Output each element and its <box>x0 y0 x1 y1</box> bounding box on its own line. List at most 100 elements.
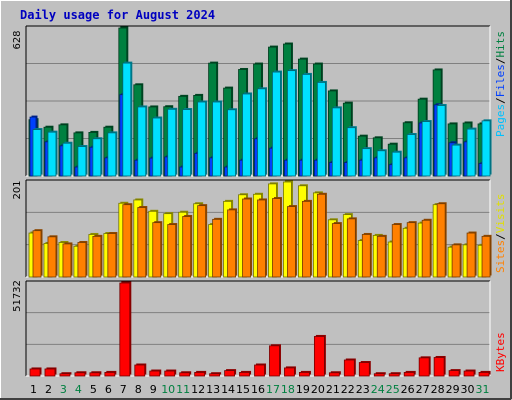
bar-sites-day-3 <box>62 243 72 278</box>
bar-files-day-29 <box>451 144 461 177</box>
bar-files-day-13 <box>212 101 222 177</box>
bar-files-day-28 <box>436 105 446 177</box>
bar-files-day-3 <box>62 142 72 177</box>
bar-files-day-31 <box>481 120 491 177</box>
bar-files-day-16 <box>257 88 266 177</box>
bar-files-day-21 <box>331 107 341 177</box>
day-label-4: 4 <box>75 383 82 396</box>
day-label-6: 6 <box>105 383 112 396</box>
bar-sites-day-19 <box>302 200 311 278</box>
day-label-23: 23 <box>356 383 370 396</box>
bar-sites-day-2 <box>47 236 57 278</box>
bar-files-day-22 <box>346 127 356 177</box>
bar-kbytes-day-10 <box>164 370 176 377</box>
bar-kbytes-day-6 <box>104 372 116 377</box>
bar-kbytes-day-16 <box>254 364 265 377</box>
bar-sites-day-21 <box>331 223 341 278</box>
bar-kbytes-day-21 <box>328 372 340 377</box>
bar-files-day-26 <box>406 134 416 177</box>
bar-kbytes-day-29 <box>448 370 460 377</box>
bar-sites-day-15 <box>242 198 251 278</box>
bar-files-day-11 <box>182 109 192 177</box>
legend-top-item: / <box>494 58 507 65</box>
legend-top-item: / <box>494 97 507 104</box>
bar-files-day-24 <box>376 150 386 177</box>
bar-sites-day-18 <box>287 206 296 278</box>
bar-sites-day-9 <box>152 222 162 278</box>
bar-kbytes-day-8 <box>134 364 146 377</box>
bar-kbytes-day-27 <box>418 357 430 377</box>
bar-kbytes-day-17 <box>269 345 280 377</box>
legend-top-item: Files <box>494 64 507 97</box>
day-label-15: 15 <box>236 383 250 396</box>
bar-kbytes-day-26 <box>403 372 415 377</box>
bar-sites-day-26 <box>406 222 416 278</box>
day-label-31: 31 <box>476 383 490 396</box>
bar-sites-day-12 <box>197 205 207 278</box>
bar-sites-day-24 <box>376 235 386 278</box>
bar-files-day-7 <box>122 62 132 177</box>
bar-sites-day-5 <box>92 235 102 278</box>
legend-middle-item: / <box>494 233 507 240</box>
day-label-21: 21 <box>326 383 340 396</box>
day-label-10: 10 <box>161 383 175 396</box>
bar-files-day-19 <box>302 74 311 177</box>
day-label-28: 28 <box>431 383 445 396</box>
bar-files-day-18 <box>287 70 296 177</box>
day-label-25: 25 <box>386 383 400 396</box>
bar-kbytes-day-24 <box>373 373 385 377</box>
bar-sites-day-17 <box>272 198 281 278</box>
bar-files-day-10 <box>167 108 177 177</box>
bar-files-day-25 <box>391 151 401 177</box>
legend-top-item: Pages <box>494 104 507 137</box>
day-label-24: 24 <box>371 383 385 396</box>
bar-sites-day-28 <box>436 203 446 278</box>
bar-files-day-9 <box>152 117 162 177</box>
svg-text:Sites/Visits: Sites/Visits <box>494 194 507 274</box>
bar-kbytes-day-12 <box>194 372 206 377</box>
day-label-12: 12 <box>191 383 205 396</box>
legend-top-item: Hits <box>494 31 507 58</box>
bar-sites-day-30 <box>466 232 476 278</box>
day-label-16: 16 <box>251 383 265 396</box>
bar-sites-day-29 <box>451 244 461 278</box>
day-label-30: 30 <box>461 383 475 396</box>
day-label-27: 27 <box>416 383 430 396</box>
bar-files-day-17 <box>272 71 281 177</box>
bar-files-day-5 <box>92 138 102 177</box>
bar-sites-day-14 <box>227 209 236 278</box>
bar-sites-day-11 <box>182 216 192 278</box>
bar-sites-day-13 <box>212 218 222 278</box>
day-label-7: 7 <box>120 383 127 396</box>
bar-sites-day-25 <box>391 224 401 278</box>
svg-text:Pages/Files/Hits: Pages/Files/Hits <box>494 31 507 137</box>
legend-middle-item: Sites <box>494 240 507 273</box>
bar-sites-day-6 <box>107 233 117 278</box>
day-label-19: 19 <box>296 383 310 396</box>
bar-kbytes-day-20 <box>313 336 325 377</box>
bar-kbytes-day-19 <box>299 372 310 377</box>
bar-files-day-12 <box>197 101 207 177</box>
panel-3 <box>26 281 490 376</box>
day-label-1: 1 <box>30 383 37 396</box>
day-label-5: 5 <box>90 383 97 396</box>
bar-sites-day-31 <box>481 235 491 278</box>
scale-label-bottom: 51732 <box>12 280 23 312</box>
day-label-11: 11 <box>176 383 190 396</box>
bar-files-day-6 <box>107 132 117 177</box>
bar-kbytes-day-22 <box>343 359 355 377</box>
bar-kbytes-day-7 <box>119 282 131 377</box>
bar-sites-day-22 <box>346 218 356 278</box>
bar-files-day-20 <box>316 82 326 177</box>
bar-kbytes-day-15 <box>239 372 250 377</box>
bar-files-day-23 <box>361 148 371 177</box>
bar-kbytes-day-13 <box>209 373 221 377</box>
bar-kbytes-day-5 <box>89 372 101 377</box>
day-label-20: 20 <box>311 383 325 396</box>
legend-middle: Sites/Visits <box>494 194 507 274</box>
bar-kbytes-day-25 <box>388 373 400 377</box>
bar-sites-day-23 <box>361 234 371 278</box>
bar-kbytes-day-30 <box>463 370 475 377</box>
day-label-22: 22 <box>341 383 355 396</box>
